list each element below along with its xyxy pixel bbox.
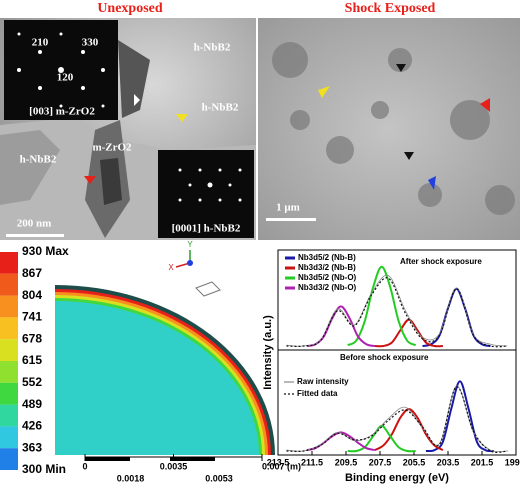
scale-label: 0.007 (m): [262, 461, 301, 471]
fea-contour: [55, 250, 275, 461]
x-tick-label: 209.5: [335, 457, 358, 467]
scale-bar-label: 1 μm: [276, 202, 300, 214]
colorbar-label: 615: [22, 353, 42, 367]
legend-label: Nb3d3/2 (Nb-O): [298, 283, 357, 292]
panel-label: After shock exposure: [400, 257, 482, 266]
colorbar-label: 300 Min: [22, 462, 66, 476]
colorbar-label: 678: [22, 331, 42, 345]
scale-bar-label: 200 nm: [17, 218, 52, 230]
colorbar-label: 489: [22, 397, 42, 411]
inset-label: [003] m-ZrO2: [29, 106, 95, 118]
tem-image: 1 μm: [258, 18, 520, 240]
spot-label: 330: [82, 37, 99, 49]
legend-label: Nb3d3/2 (Nb-B): [298, 263, 356, 272]
colorbar-band: [0, 426, 18, 449]
colorbar-label: 552: [22, 375, 42, 389]
x-tick-label: 201.5: [471, 457, 494, 467]
spectrum-line: [306, 305, 376, 347]
panel-label: Before shock exposure: [340, 353, 429, 362]
colorbar-band: [0, 361, 18, 383]
x-tick-label: 213.5: [267, 457, 290, 467]
phase-label: h-NbB2: [20, 154, 57, 166]
phase-label: h-NbB2: [194, 42, 231, 54]
phase-label: h-NbB2: [202, 102, 239, 114]
x-tick-label: 199.5: [505, 457, 520, 467]
legend-label: Nb3d5/2 (Nb-B): [298, 253, 356, 262]
colorbar-label: 804: [22, 288, 42, 302]
colorbar-band: [0, 317, 18, 340]
spectrum-line: [425, 380, 495, 453]
colorbar-label: 867: [22, 266, 42, 280]
spectrum-line: [286, 386, 508, 454]
x-tick-label: 207.5: [369, 457, 392, 467]
axis-triad-label: Y: [187, 240, 193, 249]
panel-title: Unexposed: [97, 1, 163, 16]
tem-image: 210 330 120 [003] m-ZrO2 h-NbB2 h-NbB2 h…: [0, 18, 256, 240]
colorbar-band: [0, 339, 18, 361]
colorbar-band: [0, 295, 18, 318]
spectrum-line: [347, 424, 416, 453]
x-tick-label: 211.5: [301, 457, 323, 467]
colorbar-label: 426: [22, 419, 42, 433]
spectrum-line: [422, 287, 491, 347]
phase-label: m-ZrO2: [92, 142, 132, 154]
colorbar-label: 741: [22, 310, 42, 324]
colorbar-band: [0, 273, 18, 296]
panel-title: Shock Exposed: [345, 1, 436, 16]
scale-label: 0: [82, 461, 87, 471]
plot-frame: [277, 249, 517, 456]
legend-label: Raw intensity: [297, 377, 349, 386]
colorbar-band: [0, 252, 18, 274]
x-tick-label: 205.5: [403, 457, 426, 467]
colorbar-band: [0, 382, 18, 405]
spectrum-line: [286, 277, 508, 348]
spectrum-line: [306, 431, 376, 452]
legend-label: Fitted data: [297, 389, 338, 398]
scale-label: 0.0018: [117, 473, 145, 483]
inset-label: [0001] h-NbB2: [172, 223, 241, 235]
axis-triad-label: X: [168, 263, 174, 272]
colorbar-label: 930 Max: [22, 244, 69, 258]
spot-label: 120: [57, 72, 74, 84]
x-axis-label: Binding energy (eV): [345, 472, 449, 484]
colorbar-label: 363: [22, 440, 42, 454]
spot-label: 210: [32, 37, 49, 49]
colorbar-band: [0, 448, 18, 470]
colorbar-band: [0, 404, 18, 427]
legend-label: Nb3d5/2 (Nb-O): [298, 273, 357, 282]
scale-label: 0.0053: [205, 473, 233, 483]
scale-label: 0.0035: [160, 461, 188, 471]
x-tick-label: 203.5: [437, 457, 460, 467]
y-axis-label: Intensity (a.u.): [262, 315, 274, 390]
